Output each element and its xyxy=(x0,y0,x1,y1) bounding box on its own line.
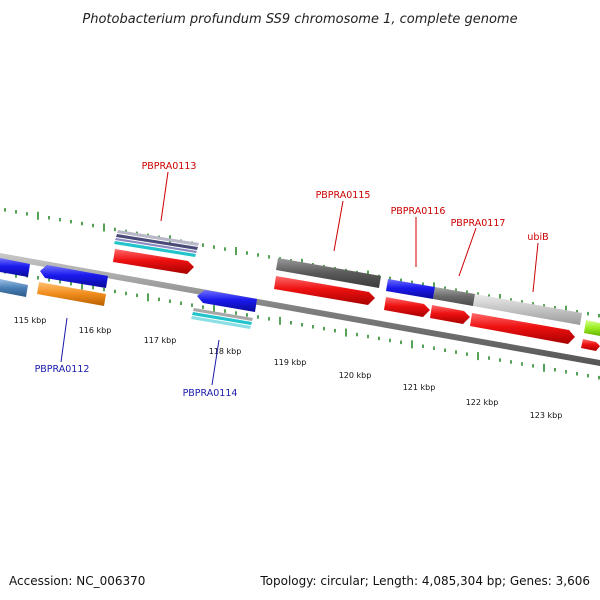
label-PBPRA0113[interactable]: PBPRA0113 xyxy=(142,161,197,172)
gene-PBPRA0113[interactable] xyxy=(113,249,194,274)
map-title: Photobacterium profundum SS9 chromosome … xyxy=(82,12,517,27)
cds-left-reverse[interactable] xyxy=(0,279,28,297)
cds-PBPRA0113-stripe-a xyxy=(117,230,199,246)
label-ubiB[interactable]: ubiB xyxy=(527,232,548,243)
gene-labels: PBPRA0112 PBPRA0113 PBPRA0114 PBPRA0115 … xyxy=(35,161,549,399)
cds-right-forward[interactable] xyxy=(584,320,600,336)
tick-label-116: 116 kbp xyxy=(79,326,112,335)
label-PBPRA0117[interactable]: PBPRA0117 xyxy=(451,218,506,229)
topology-text: Topology: circular; Length: 4,085,304 bp… xyxy=(259,574,590,588)
inner-tick-marks xyxy=(4,269,600,380)
cds-PBPRA0117[interactable] xyxy=(433,287,475,306)
cds-PBPRA0114[interactable] xyxy=(192,312,252,325)
gene-PBPRA0114[interactable] xyxy=(197,290,257,312)
gene-PBPRA0117[interactable] xyxy=(430,305,470,324)
gene-ubiB[interactable] xyxy=(470,313,575,344)
cds-PBPRA0113-stripe-b xyxy=(115,238,197,253)
tick-label-122: 122 kbp xyxy=(466,398,499,407)
callout-line-PBPRA0117 xyxy=(458,227,477,277)
genome-backbone xyxy=(0,253,600,366)
tick-label-117: 117 kbp xyxy=(144,336,177,345)
tick-label-119: 119 kbp xyxy=(274,358,307,367)
tick-label-121: 121 kbp xyxy=(403,383,436,392)
gene-right-forward[interactable] xyxy=(581,339,600,351)
callout-line-PBPRA0114 xyxy=(211,339,220,386)
cds-PBPRA0113-stripe-c xyxy=(114,241,196,257)
callout-line-PBPRA0113 xyxy=(160,171,169,222)
label-PBPRA0116[interactable]: PBPRA0116 xyxy=(391,206,446,217)
tick-label-123: 123 kbp xyxy=(530,411,563,420)
feature-track xyxy=(0,230,600,351)
cds-PBPRA0113[interactable] xyxy=(116,234,198,250)
callout-line-PBPRA0112 xyxy=(60,317,68,363)
label-PBPRA0115[interactable]: PBPRA0115 xyxy=(316,190,371,201)
label-PBPRA0112[interactable]: PBPRA0112 xyxy=(35,364,90,375)
gene-PBPRA0115[interactable] xyxy=(274,276,375,305)
cds-ubiB[interactable] xyxy=(473,294,582,325)
tick-label-118: 118 kbp xyxy=(209,347,242,356)
cds-PBPRA0112[interactable] xyxy=(37,282,106,306)
cds-PBPRA0115[interactable] xyxy=(276,258,381,288)
cds-PBPRA0116[interactable] xyxy=(386,279,435,299)
gene-PBPRA0112[interactable] xyxy=(40,265,108,288)
callout-line-ubiB xyxy=(532,242,539,293)
callout-line-PBPRA0115 xyxy=(333,200,344,252)
position-ticks: 115 kbp 116 kbp 117 kbp 118 kbp 119 kbp … xyxy=(14,316,563,420)
accession-text: Accession: NC_006370 xyxy=(9,574,145,588)
tick-label-115: 115 kbp xyxy=(14,316,47,325)
cds-PBPRA0114-stripe-b xyxy=(191,316,251,329)
cds-PBPRA0114-stripe-a xyxy=(193,308,253,321)
tick-label-120: 120 kbp xyxy=(339,371,372,380)
gene-PBPRA0116[interactable] xyxy=(384,297,430,317)
gene-left-reverse[interactable] xyxy=(0,258,30,277)
label-PBPRA0114[interactable]: PBPRA0114 xyxy=(183,388,238,399)
